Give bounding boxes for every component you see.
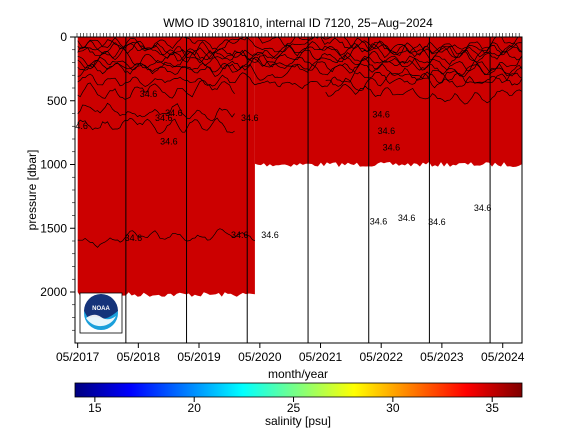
colorbar-gradient [74, 382, 523, 398]
noaa-logo: NOAA [79, 292, 123, 334]
contour-label: 34.6 [372, 109, 390, 119]
x-axis: 05/2017 05/2018 05/2019 05/2020 05/2021 05/20… [56, 33, 525, 364]
contour-label: 34.6 [370, 216, 388, 226]
y-tick-label: 2000 [40, 285, 67, 299]
contour-line [325, 84, 522, 105]
contour-label: 34.6 [428, 217, 446, 227]
y-axis: 0 500 1000 1500 2000 [40, 30, 75, 331]
salinity-fill [77, 37, 522, 297]
contour-line [77, 228, 256, 248]
contour-label: 34.6 [383, 142, 401, 152]
colorbar: 15 20 25 30 35 [74, 382, 523, 415]
contour-line [77, 59, 522, 84]
colorbar-label: salinity [psu] [265, 414, 331, 428]
chart-title: WMO ID 3901810, internal ID 7120, 25−Aug… [163, 16, 433, 30]
contour-line [325, 69, 522, 91]
contour-label: 34.6 [125, 233, 143, 243]
y-tick-label: 1000 [40, 158, 67, 172]
colorbar-tick-label: 20 [188, 401, 202, 415]
contour-label: 34.6 [140, 89, 158, 99]
x-tick-label: 05/2024 [481, 350, 525, 364]
x-tick-label: 05/2020 [238, 350, 282, 364]
x-tick-label: 05/2019 [177, 350, 221, 364]
contour-label: 34.6 [261, 230, 279, 240]
contour-label: 34.6 [155, 113, 173, 123]
contour-label: 34.6 [474, 203, 492, 213]
contour-label: 34.6 [241, 113, 259, 123]
coverage-segment-0 [77, 37, 255, 297]
x-tick-label: 05/2018 [117, 350, 161, 364]
x-tick-label: 05/2022 [360, 350, 404, 364]
colorbar-tick-label: 15 [88, 401, 102, 415]
contour-label: 34.6 [398, 213, 416, 223]
contour-line [77, 79, 235, 100]
x-tick-label: 05/2017 [56, 350, 100, 364]
colorbar-tick-label: 25 [287, 401, 301, 415]
y-tick-label: 500 [47, 94, 67, 108]
colorbar-tick-label: 35 [486, 401, 500, 415]
x-tick-label: 05/2023 [420, 350, 464, 364]
x-axis-label: month/year [268, 367, 328, 381]
x-tick-label: 05/2021 [299, 350, 343, 364]
y-tick-label: 0 [60, 30, 67, 44]
contour-label: 34.6 [378, 126, 396, 136]
contour-line [77, 57, 522, 77]
colorbar-tick-label: 30 [386, 401, 400, 415]
y-axis-label: pressure [dbar] [25, 150, 39, 231]
coverage-segment-1 [254, 37, 522, 167]
contour-labels: 34.634.634.634.634.634.634.6 34.6 34.634.6… [70, 89, 492, 243]
contour-label: 34.6 [70, 121, 88, 131]
contour-label: 34.6 [165, 108, 183, 118]
contour-label: 34.6 [160, 137, 178, 147]
noaa-logo-text: NOAA [92, 306, 110, 312]
contour-lines [77, 37, 522, 248]
contour-line [77, 117, 235, 134]
contour-label: 34.6 [231, 230, 249, 240]
y-tick-label: 1500 [40, 221, 67, 235]
contour-line [77, 47, 522, 68]
contour-line [77, 102, 235, 122]
contour-line [77, 50, 522, 75]
profile-lines [125, 37, 491, 343]
plot-area: 34.634.634.634.634.634.634.6 34.6 34.634.6… [70, 37, 522, 343]
contour-line [77, 43, 522, 67]
